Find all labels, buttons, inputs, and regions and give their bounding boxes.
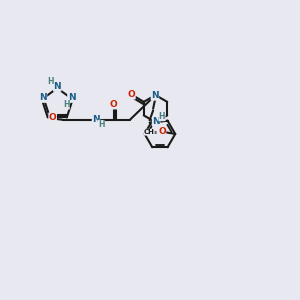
Text: H: H [47,77,54,86]
Text: CH₃: CH₃ [144,129,158,135]
Text: N: N [39,93,47,102]
Text: O: O [158,127,166,136]
Text: N: N [151,91,159,100]
Text: O: O [49,113,56,122]
Text: H: H [98,120,104,129]
Text: H: H [159,112,165,121]
Text: N: N [53,82,61,91]
Text: O: O [128,90,135,99]
Text: N: N [68,93,75,102]
Text: N: N [152,117,160,126]
Text: O: O [110,100,118,109]
Text: N: N [92,115,100,124]
Text: H: H [63,100,69,109]
